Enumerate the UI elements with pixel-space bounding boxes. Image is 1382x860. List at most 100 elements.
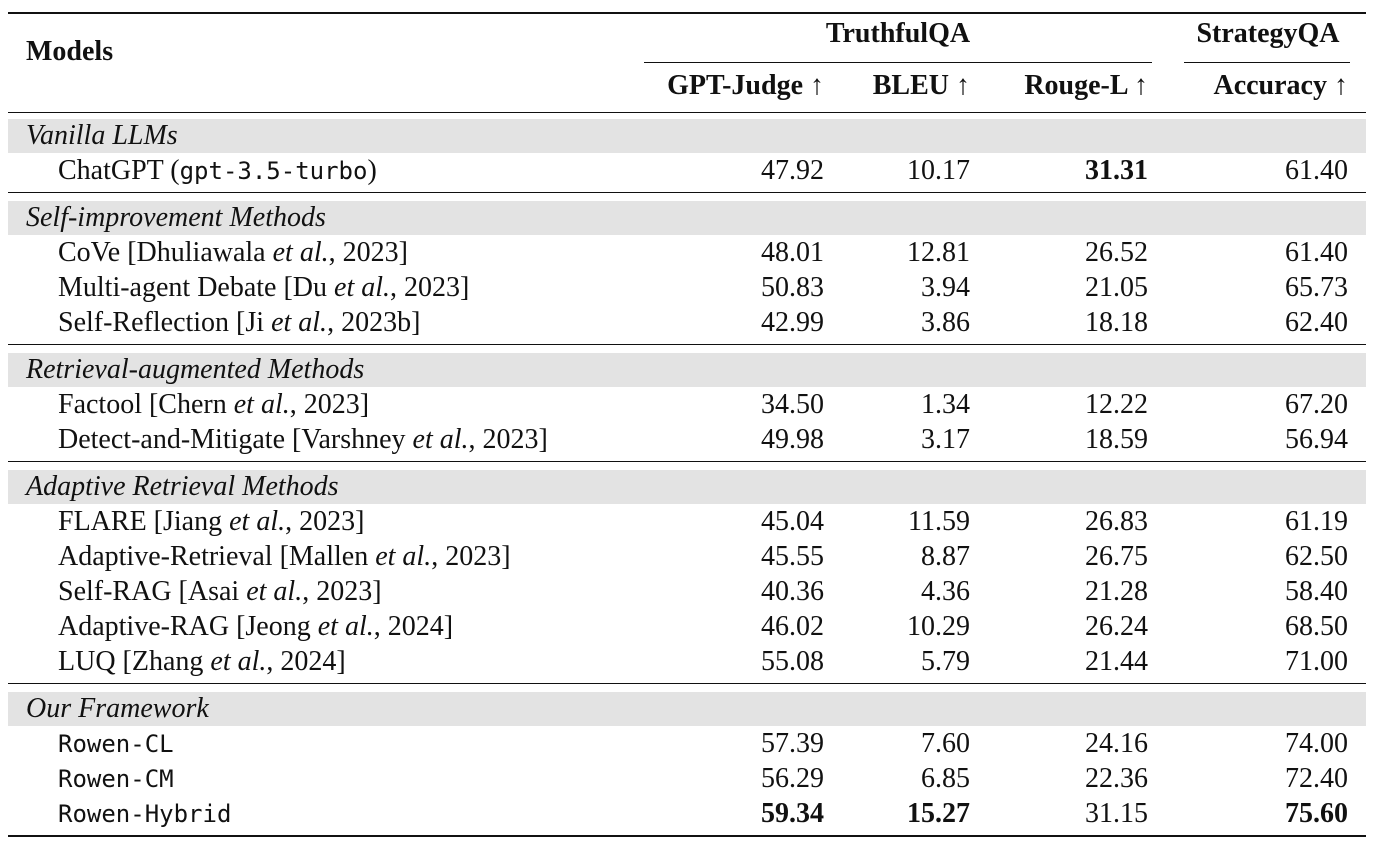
model-name: ChatGPT (gpt-3.5-turbo) xyxy=(58,153,377,188)
value-accuracy: 61.40 xyxy=(1285,237,1348,268)
value-rouge-l: 22.36 xyxy=(1085,763,1148,794)
header-strategyqa: StrategyQA xyxy=(1196,18,1340,49)
value-rouge-l: 31.15 xyxy=(1085,798,1148,829)
value-bleu: 6.85 xyxy=(921,763,970,794)
model-name: Rowen-CL xyxy=(58,726,174,761)
value-gpt-judge: 47.92 xyxy=(761,155,824,186)
table-row: Detect-and-Mitigate [Varshney et al., 20… xyxy=(8,422,1366,457)
et-al: et al. xyxy=(229,506,286,537)
model-name: Adaptive-Retrieval [Mallen et al., 2023] xyxy=(58,539,511,574)
group-rule xyxy=(8,461,1366,462)
model-name: FLARE [Jiang et al., 2023] xyxy=(58,504,364,539)
table-row: Rowen-CL 57.39 7.60 24.16 74.00 xyxy=(8,726,1366,761)
value-bleu: 7.60 xyxy=(921,728,970,759)
value-bleu: 12.81 xyxy=(907,237,970,268)
group-label: Adaptive Retrieval Methods xyxy=(26,471,339,502)
citation-year: , 2023b] xyxy=(327,307,421,338)
value-gpt-judge: 40.36 xyxy=(761,576,824,607)
value-accuracy: 61.40 xyxy=(1285,155,1348,186)
table-row: Adaptive-RAG [Jeong et al., 2024] 46.02 10… xyxy=(8,609,1366,644)
group-label: Retrieval-augmented Methods xyxy=(26,354,365,385)
citation-year: , 2023] xyxy=(468,424,548,455)
table-row: Factool [Chern et al., 2023] 34.50 1.34 12.… xyxy=(8,387,1366,422)
value-accuracy: 67.20 xyxy=(1285,389,1348,420)
et-al: et al. xyxy=(317,611,374,642)
model-name: LUQ [Zhang et al., 2024] xyxy=(58,644,346,679)
group-header: Our Framework xyxy=(8,692,1366,726)
value-accuracy: 75.60 xyxy=(1285,798,1348,829)
value-bleu: 4.36 xyxy=(921,576,970,607)
model-id: Rowen-CM xyxy=(58,765,174,793)
header-bleu: BLEU ↑ xyxy=(872,70,970,101)
group-rule xyxy=(8,683,1366,684)
citation-year: , 2023] xyxy=(302,576,382,607)
value-gpt-judge: 45.55 xyxy=(761,541,824,572)
value-bleu: 3.86 xyxy=(921,307,970,338)
header-rule xyxy=(8,112,1366,113)
header-models: Models xyxy=(26,36,114,67)
value-bleu: 10.17 xyxy=(907,155,970,186)
strategyqa-cmidrule xyxy=(1184,62,1350,63)
value-accuracy: 61.19 xyxy=(1285,506,1348,537)
value-gpt-judge: 49.98 xyxy=(761,424,824,455)
value-gpt-judge: 55.08 xyxy=(761,646,824,677)
value-accuracy: 72.40 xyxy=(1285,763,1348,794)
value-accuracy: 74.00 xyxy=(1285,728,1348,759)
group-header: Vanilla LLMs xyxy=(8,119,1366,153)
model-id: Rowen-CL xyxy=(58,730,174,758)
citation-year: , 2023] xyxy=(431,541,511,572)
value-rouge-l: 26.75 xyxy=(1085,541,1148,572)
model-name-text: Self-RAG [Asai xyxy=(58,576,247,607)
model-name: Self-Reflection [Ji et al., 2023b] xyxy=(58,305,420,340)
citation-year: , 2023] xyxy=(390,272,470,303)
value-rouge-l: 21.44 xyxy=(1085,646,1148,677)
et-al: et al. xyxy=(272,237,329,268)
model-name-text: ChatGPT ( xyxy=(58,155,180,186)
value-accuracy: 62.50 xyxy=(1285,541,1348,572)
value-gpt-judge: 45.04 xyxy=(761,506,824,537)
group-header: Self-improvement Methods xyxy=(8,201,1366,235)
citation-year: , 2023] xyxy=(328,237,408,268)
value-rouge-l: 21.28 xyxy=(1085,576,1148,607)
header-gpt-judge: GPT-Judge ↑ xyxy=(667,70,824,101)
value-accuracy: 68.50 xyxy=(1285,611,1348,642)
value-gpt-judge: 46.02 xyxy=(761,611,824,642)
group-label: Our Framework xyxy=(26,693,209,724)
value-rouge-l: 18.59 xyxy=(1085,424,1148,455)
value-gpt-judge: 56.29 xyxy=(761,763,824,794)
header-accuracy: Accuracy ↑ xyxy=(1213,70,1348,101)
value-rouge-l: 18.18 xyxy=(1085,307,1148,338)
table-row: Multi-agent Debate [Du et al., 2023] 50.8… xyxy=(8,270,1366,305)
model-name: Rowen-CM xyxy=(58,761,174,796)
model-name: CoVe [Dhuliawala et al., 2023] xyxy=(58,235,408,270)
et-al: et al. xyxy=(375,541,432,572)
model-name: Adaptive-RAG [Jeong et al., 2024] xyxy=(58,609,453,644)
model-name-text: LUQ [Zhang xyxy=(58,646,211,677)
citation-year: , 2023] xyxy=(285,506,365,537)
value-accuracy: 56.94 xyxy=(1285,424,1348,455)
truthfulqa-cmidrule xyxy=(644,62,1152,63)
citation-year: , 2024] xyxy=(266,646,346,677)
model-name-text: Self-Reflection [Ji xyxy=(58,307,272,338)
table-row: LUQ [Zhang et al., 2024] 55.08 5.79 21.44 71… xyxy=(8,644,1366,679)
et-al: et al. xyxy=(233,389,290,420)
value-gpt-judge: 57.39 xyxy=(761,728,824,759)
model-id: gpt-3.5-turbo xyxy=(179,157,368,185)
group-header: Adaptive Retrieval Methods xyxy=(8,470,1366,504)
value-bleu: 15.27 xyxy=(907,798,970,829)
value-gpt-judge: 42.99 xyxy=(761,307,824,338)
et-al: et al. xyxy=(246,576,303,607)
table-row: Rowen-Hybrid 59.34 15.27 31.15 75.60 xyxy=(8,796,1366,831)
value-accuracy: 58.40 xyxy=(1285,576,1348,607)
header-truthfulqa: TruthfulQA xyxy=(825,18,971,49)
et-al: et al. xyxy=(210,646,267,677)
value-bleu: 1.34 xyxy=(921,389,970,420)
table-row: Rowen-CM 56.29 6.85 22.36 72.40 xyxy=(8,761,1366,796)
value-gpt-judge: 50.83 xyxy=(761,272,824,303)
value-bleu: 5.79 xyxy=(921,646,970,677)
table-row: Self-Reflection [Ji et al., 2023b] 42.99 3… xyxy=(8,305,1366,340)
table-row: ChatGPT (gpt-3.5-turbo) 47.92 10.17 31.31 61… xyxy=(8,153,1366,188)
value-bleu: 11.59 xyxy=(908,506,970,537)
model-name-text: Adaptive-Retrieval [Mallen xyxy=(58,541,376,572)
model-name: Multi-agent Debate [Du et al., 2023] xyxy=(58,270,469,305)
